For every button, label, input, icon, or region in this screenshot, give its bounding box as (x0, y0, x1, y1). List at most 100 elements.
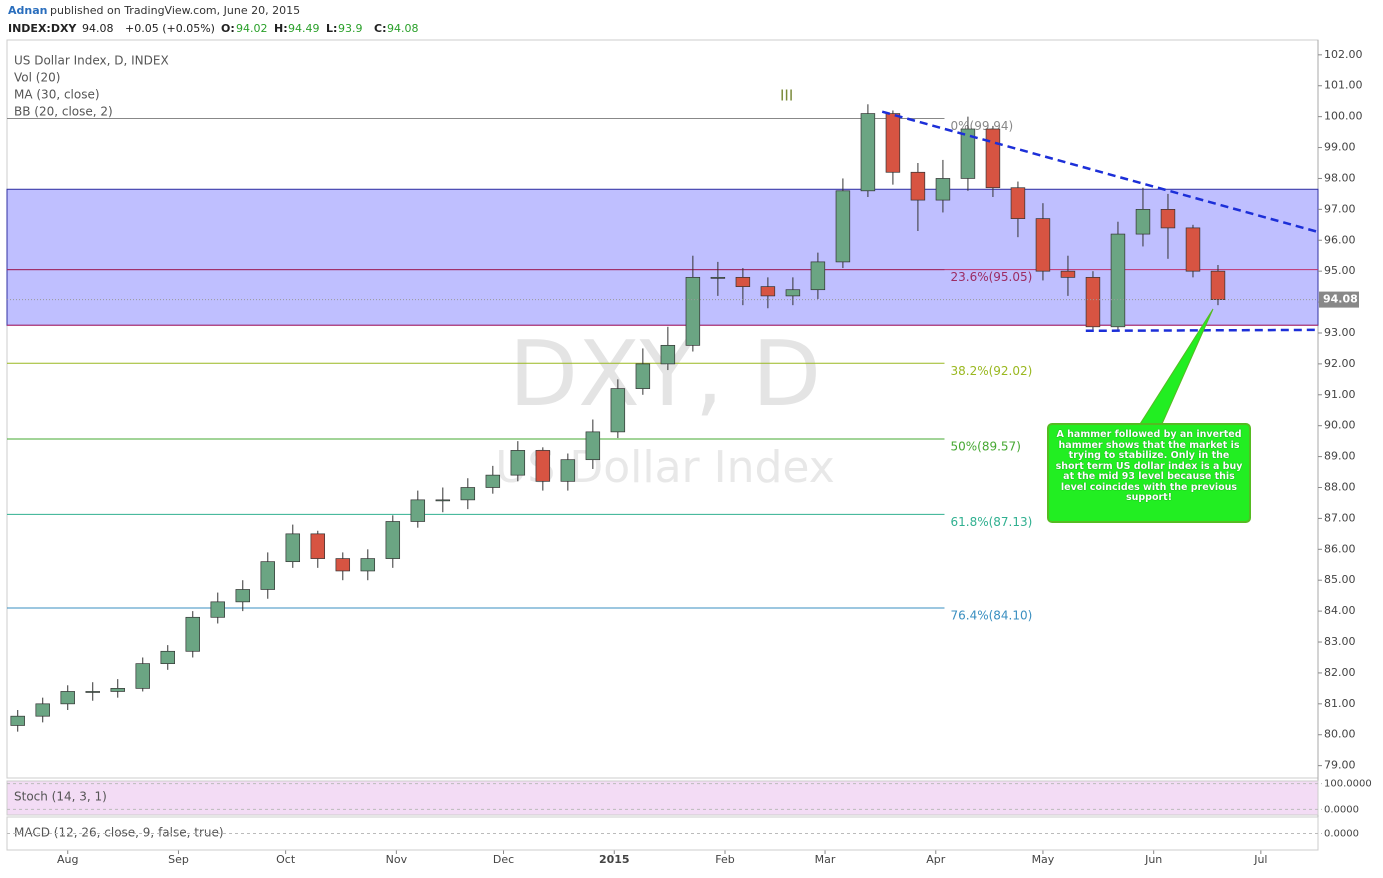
candle-body (1035, 218, 1051, 272)
y-tick-label: 97.00 (1324, 202, 1356, 215)
candle-body (385, 521, 401, 559)
y-tick-label: 80.00 (1324, 728, 1356, 741)
candle-body (935, 178, 951, 201)
candle-body (1110, 233, 1126, 328)
indicator-label: Stoch (14, 3, 1) (14, 790, 107, 804)
y-tick-label: 99.00 (1324, 141, 1356, 154)
y-tick-label: 89.00 (1324, 450, 1356, 463)
candle-body (335, 558, 351, 572)
published: published on TradingView.com, June 20, 2… (50, 4, 300, 17)
y-tick-label: 102.00 (1324, 48, 1363, 61)
candle-body (285, 533, 301, 563)
x-tick-label: 2015 (599, 853, 630, 866)
last: 94.08 (82, 22, 114, 35)
candle-body (435, 499, 451, 502)
open: 94.02 (236, 22, 268, 35)
y-tick-label: 92.00 (1324, 357, 1356, 370)
candle-body (1135, 209, 1151, 235)
y-tick-label: 82.00 (1324, 666, 1356, 679)
legend-entry: Vol (20) (14, 71, 60, 85)
candle-body (710, 276, 726, 279)
candle-body (460, 487, 476, 501)
candle-body (535, 450, 551, 482)
fib-label: 38.2%(92.02) (950, 364, 1032, 378)
author: Adnan (8, 4, 47, 17)
candle-body (35, 703, 50, 717)
candle-body (1010, 187, 1026, 219)
x-tick-label: Oct (276, 853, 296, 866)
candle-body (85, 691, 100, 693)
candle-body (110, 688, 125, 692)
y-tick-label: 81.00 (1324, 697, 1356, 710)
y-tick-label: 84.00 (1324, 604, 1356, 617)
y-tick-label: 88.00 (1324, 480, 1356, 493)
candle-body (1210, 270, 1226, 300)
fib-label: 50%(89.57) (950, 439, 1020, 453)
last-price-label: 94.08 (1323, 293, 1358, 306)
y-tick-label: 93.00 (1324, 326, 1356, 339)
candle-body (10, 715, 25, 726)
candle-body (235, 589, 250, 603)
x-tick-label: Apr (926, 853, 946, 866)
candle-body (510, 450, 526, 476)
indicator-tick-label: 0.0000 (1324, 829, 1359, 840)
candle-body (610, 388, 626, 433)
low-label: L: (326, 22, 337, 35)
y-tick-label: 90.00 (1324, 419, 1356, 432)
y-tick-label: 100.00 (1324, 110, 1363, 123)
x-tick-label: Sep (168, 853, 189, 866)
annotation: A hammer followed by an inverted hammer … (1047, 423, 1251, 523)
legend-entry: MA (30, close) (14, 88, 100, 102)
fib-label: 61.8%(87.13) (950, 515, 1032, 529)
x-tick-label: Jul (1253, 853, 1267, 866)
fib-label: 76.4%(84.10) (950, 609, 1032, 623)
candle-body (1160, 209, 1176, 229)
candle-body (485, 474, 501, 488)
close-label: C: (374, 22, 386, 35)
y-tick-label: 96.00 (1324, 233, 1356, 246)
watermark: DXY, D (509, 322, 821, 427)
candle-body (135, 663, 150, 689)
y-tick-label: 91.00 (1324, 388, 1356, 401)
indicator-panel (6, 780, 1319, 816)
x-tick-label: Mar (815, 853, 836, 866)
indicator-label: MACD (12, 26, close, 9, false, true) (14, 826, 224, 840)
candle-body (185, 616, 200, 652)
x-tick-label: Aug (57, 853, 78, 866)
x-tick-label: Dec (493, 853, 514, 866)
legend-entry: US Dollar Index, D, INDEX (14, 54, 169, 68)
close: 94.08 (387, 22, 419, 35)
change: +0.05 (+0.05%) (125, 22, 215, 35)
candle-body (910, 171, 926, 201)
candle-body (60, 691, 75, 705)
y-tick-label: 101.00 (1324, 79, 1363, 92)
y-tick-label: 83.00 (1324, 635, 1356, 648)
candle-body (835, 190, 851, 263)
candle-body (360, 558, 376, 572)
candle-body (760, 286, 776, 297)
candle-body (1185, 227, 1201, 272)
last-price-tag (1319, 291, 1359, 308)
y-tick-label: 87.00 (1324, 511, 1356, 524)
x-tick-label: Feb (715, 853, 734, 866)
candle-body (960, 128, 976, 179)
trend-line (881, 110, 1319, 234)
indicator-tick-label: 100.0000 (1324, 779, 1372, 790)
fib-label: 0%(99.94) (950, 119, 1013, 133)
candle-body (735, 276, 751, 287)
candle-body (160, 650, 175, 665)
candle-body (210, 601, 225, 618)
plot-layer: 0%(99.94) 23.6%(95.05) 38.2%(92.02) 50%(89.… (6, 104, 1319, 732)
x-tick-label: Nov (386, 853, 408, 866)
candle-body (635, 363, 651, 389)
candle-body (985, 128, 1001, 189)
candle-body (1085, 276, 1101, 328)
candle-body (810, 261, 826, 291)
symbol: INDEX:DXY (8, 22, 77, 35)
candle-body (260, 561, 275, 590)
watermark: US Dollar Index (495, 442, 835, 493)
y-tick-label: 95.00 (1324, 264, 1356, 277)
candle-body (560, 459, 576, 482)
low: 93.9 (338, 22, 363, 35)
